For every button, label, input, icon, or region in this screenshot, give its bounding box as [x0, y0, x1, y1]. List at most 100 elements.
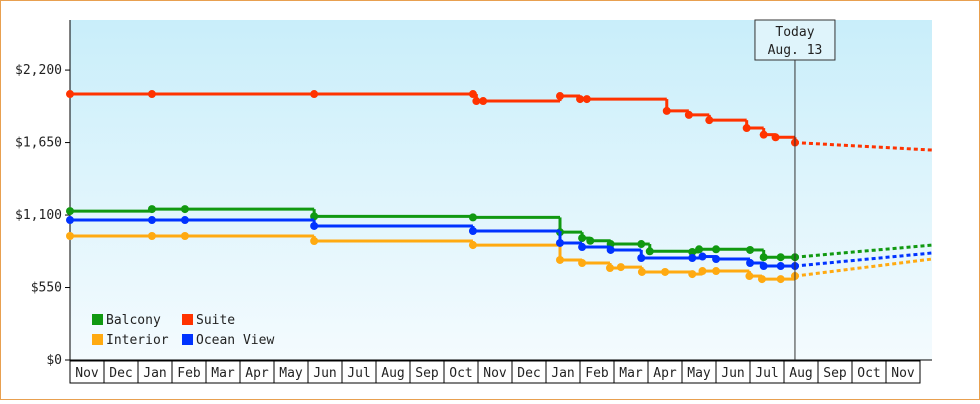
price-point [66, 216, 74, 225]
x-tick-label: Apr [245, 366, 269, 381]
price-point [66, 231, 74, 240]
y-tick-label: $550 [31, 281, 62, 296]
price-point [555, 92, 564, 101]
price-point [662, 106, 671, 115]
price-point [147, 231, 156, 240]
price-point [616, 263, 625, 272]
price-point [712, 267, 721, 276]
price-point [746, 245, 755, 254]
price-point [688, 254, 697, 262]
price-point [147, 205, 156, 214]
price-point [684, 110, 693, 119]
price-point [688, 247, 697, 256]
x-tick-label: Sep [415, 366, 439, 381]
price-point [180, 205, 189, 214]
price-point [776, 253, 785, 262]
price-point [555, 255, 564, 264]
price-point [688, 270, 697, 279]
x-tick-label: Mar [211, 366, 235, 381]
today-label: Aug. 13 [768, 43, 823, 58]
price-point [698, 267, 707, 276]
x-tick-label: Aug [789, 366, 812, 381]
x-tick-label: Feb [177, 366, 201, 381]
price-point [695, 245, 704, 254]
forecast-line [794, 251, 933, 268]
price-point [310, 212, 319, 221]
x-tick-label: Aug [381, 366, 404, 381]
price-point [771, 133, 780, 142]
price-point [742, 124, 751, 133]
y-tick-label: $2,200 [15, 63, 62, 78]
price-point [637, 240, 646, 249]
price-point [605, 264, 614, 273]
x-tick-label: Nov [483, 366, 507, 381]
plot-area [70, 20, 932, 360]
x-tick-label: Sep [823, 366, 847, 381]
x-tick-label: Feb [585, 366, 609, 381]
price-point [712, 245, 721, 254]
price-point [661, 267, 670, 276]
price-point [479, 97, 488, 106]
x-tick-label: Apr [653, 366, 677, 381]
price-point [776, 275, 785, 284]
price-point [66, 90, 74, 99]
x-tick-label: Dec [109, 366, 132, 381]
price-point [578, 259, 587, 268]
legend-swatch [92, 314, 103, 325]
price-point [757, 275, 766, 284]
x-tick-label: Oct [857, 366, 880, 381]
forecast-line [794, 141, 933, 152]
month-box [885, 360, 921, 384]
price-point [705, 116, 714, 125]
x-tick-label: Jul [755, 366, 778, 381]
x-tick-label: Jan [551, 366, 574, 381]
price-point [746, 259, 755, 268]
price-point [712, 255, 721, 264]
price-point [180, 216, 189, 225]
price-point [606, 245, 615, 254]
y-tick-label: $0 [46, 353, 62, 368]
price-point [310, 221, 319, 230]
series [66, 216, 933, 271]
price-point [555, 238, 564, 247]
price-point [759, 262, 768, 271]
x-tick-label: Nov [891, 366, 915, 381]
price-point [66, 207, 74, 216]
price-point [472, 97, 481, 106]
price-point [776, 262, 785, 271]
legend-label: Ocean View [196, 333, 274, 348]
x-tick-label: May [279, 366, 303, 381]
price-point [468, 90, 477, 99]
price-point [310, 90, 319, 99]
x-tick-label: Dec [517, 366, 540, 381]
price-point [576, 95, 585, 104]
price-point [745, 272, 754, 281]
price-point [637, 254, 646, 262]
legend-label: Suite [196, 313, 235, 328]
y-tick-label: $1,650 [15, 136, 62, 151]
series [66, 90, 933, 152]
y-tick-label: $1,100 [15, 208, 62, 223]
today-label: Today [775, 25, 814, 40]
price-point [468, 241, 477, 250]
legend-label: Interior [106, 333, 169, 348]
price-point [759, 253, 768, 262]
x-tick-label: May [687, 366, 711, 381]
price-point [180, 231, 189, 240]
price-point [759, 130, 768, 139]
price-point [578, 243, 587, 252]
price-point [468, 226, 477, 235]
price-point [310, 237, 319, 245]
price-point [637, 267, 646, 276]
legend-swatch [182, 314, 193, 325]
forecast-line [794, 243, 933, 259]
price-point [468, 213, 477, 222]
x-tick-label: Jun [721, 366, 744, 381]
legend-swatch [92, 334, 103, 345]
legend-swatch [182, 334, 193, 345]
x-tick-label: Mar [619, 366, 643, 381]
series [66, 205, 933, 262]
today-box [754, 19, 836, 61]
x-tick-label: Nov [75, 366, 99, 381]
